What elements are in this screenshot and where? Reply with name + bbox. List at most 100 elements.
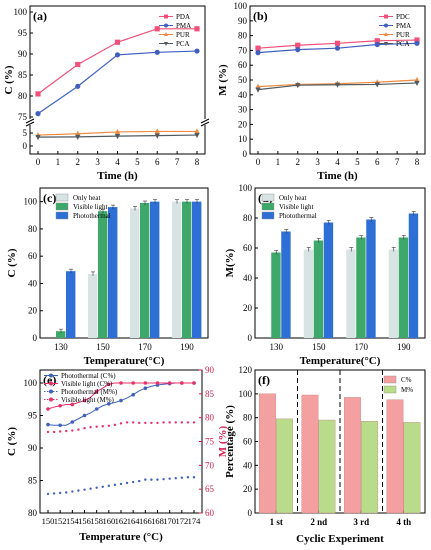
data-point <box>156 421 159 425</box>
y-tick-label: 90 <box>28 443 38 453</box>
y-axis-label: C (%) <box>3 65 15 94</box>
data-point <box>82 413 87 418</box>
data-point <box>82 398 87 403</box>
data-point <box>334 40 341 46</box>
legend-marker <box>384 23 388 28</box>
data-point <box>46 407 50 411</box>
y-tick-label: 90 <box>238 16 248 26</box>
legend-label: Visible light (C%) <box>61 380 113 388</box>
x-axis-label: Cyclic Experiment <box>296 533 384 545</box>
y-tick-label: 60 <box>243 243 253 253</box>
legend-marker <box>164 42 168 46</box>
x-tick-label: 166 <box>139 516 152 526</box>
y-tick-label: 0 <box>248 508 253 518</box>
bar <box>140 203 150 338</box>
legend-marker <box>49 389 53 394</box>
y-tick-label: 0 <box>248 333 253 343</box>
data-point <box>374 41 380 48</box>
data-point <box>255 45 261 51</box>
y-tick-label: 100 <box>24 378 38 388</box>
y-tick-label: 0 <box>23 141 28 151</box>
bar <box>108 207 118 338</box>
y-tick-label: 85 <box>28 476 38 486</box>
y-tick-label: 60 <box>243 437 253 447</box>
data-point <box>46 422 50 427</box>
x-tick-label: 154 <box>66 516 80 526</box>
data-point <box>154 49 160 55</box>
legend-label: PDC <box>396 13 410 21</box>
panel-label: (f) <box>258 373 270 387</box>
axis-break-gap <box>201 119 209 125</box>
bar <box>356 237 366 338</box>
data-point <box>94 389 99 394</box>
data-point <box>107 484 111 488</box>
x-tick-label: 0 <box>256 157 261 167</box>
bar <box>388 249 399 338</box>
x-tick-label: 2 <box>76 157 81 167</box>
data-point <box>95 486 98 489</box>
x-tick-label: 170 <box>138 342 152 352</box>
panel-b: (b)0 1 2 3 4 5 6 7 80102030405060708090100PDCPMA… <box>217 1 426 182</box>
data-point <box>95 425 98 428</box>
y-axis-label: Percentage (%) <box>224 405 236 478</box>
y-tick-label: 100 <box>234 1 248 11</box>
data-point <box>114 134 121 140</box>
data-point <box>125 421 129 424</box>
y-tick-label: 80 <box>28 508 38 518</box>
x-tick-label: 2 nd <box>310 517 327 527</box>
x-tick-label: 0 <box>36 157 41 167</box>
plot-frame <box>39 187 209 339</box>
data-point <box>143 381 148 385</box>
bar <box>318 419 336 514</box>
legend-swatch <box>261 193 275 202</box>
bar <box>150 201 160 338</box>
y-axis-label: C (%) <box>6 248 18 277</box>
y-axis-label: C (%) <box>6 427 18 456</box>
legend-label: Visible light <box>279 203 313 211</box>
legend-swatch <box>383 375 397 384</box>
bar <box>301 394 319 514</box>
y2-tick-label: 80 <box>205 413 215 423</box>
legend-swatch <box>55 193 69 202</box>
legend-label: Only heat <box>73 194 100 202</box>
x-tick-label: 1 st <box>270 517 283 527</box>
x-axis-label: Temperature (°C) <box>79 531 163 543</box>
data-point <box>101 485 104 488</box>
y-tick-label: 0 <box>33 333 38 343</box>
x-tick-label: 190 <box>180 342 194 352</box>
data-point <box>107 424 111 427</box>
legend-label: PDA <box>176 13 190 21</box>
x-tick-label: 130 <box>270 342 284 352</box>
axis-break-mark <box>25 121 35 127</box>
data-point <box>119 422 123 425</box>
y-tick-label: 30 <box>238 105 248 115</box>
x-axis-label: Time (h) <box>97 170 138 182</box>
data-point <box>374 38 380 44</box>
data-point <box>131 392 135 397</box>
data-point <box>75 134 81 140</box>
data-point <box>89 426 92 429</box>
data-point <box>154 26 160 32</box>
legend-label: PMA <box>176 22 191 30</box>
y-tick-label: 85 <box>18 70 28 80</box>
data-point <box>75 130 81 136</box>
x-tick-label: 168 <box>151 516 164 526</box>
x-tick-label: 162 <box>115 516 128 526</box>
x-tick-label: 7 <box>395 157 400 167</box>
x-tick-label: 170 <box>355 342 369 352</box>
data-point <box>255 87 261 93</box>
data-point <box>46 492 50 496</box>
data-point <box>119 482 123 486</box>
y-tick-label: 95 <box>18 28 28 38</box>
y-axis-label: M (%) <box>217 64 229 96</box>
y-tick-label: 40 <box>28 278 38 288</box>
x-tick-label: 150 <box>312 342 326 352</box>
data-point <box>186 421 190 424</box>
data-point <box>58 403 62 408</box>
legend-marker <box>49 373 53 378</box>
data-point <box>194 48 200 54</box>
y-tick-label: 100 <box>14 7 28 17</box>
x-axis-label: Temperature(°C) <box>84 355 165 367</box>
bar <box>271 252 281 338</box>
